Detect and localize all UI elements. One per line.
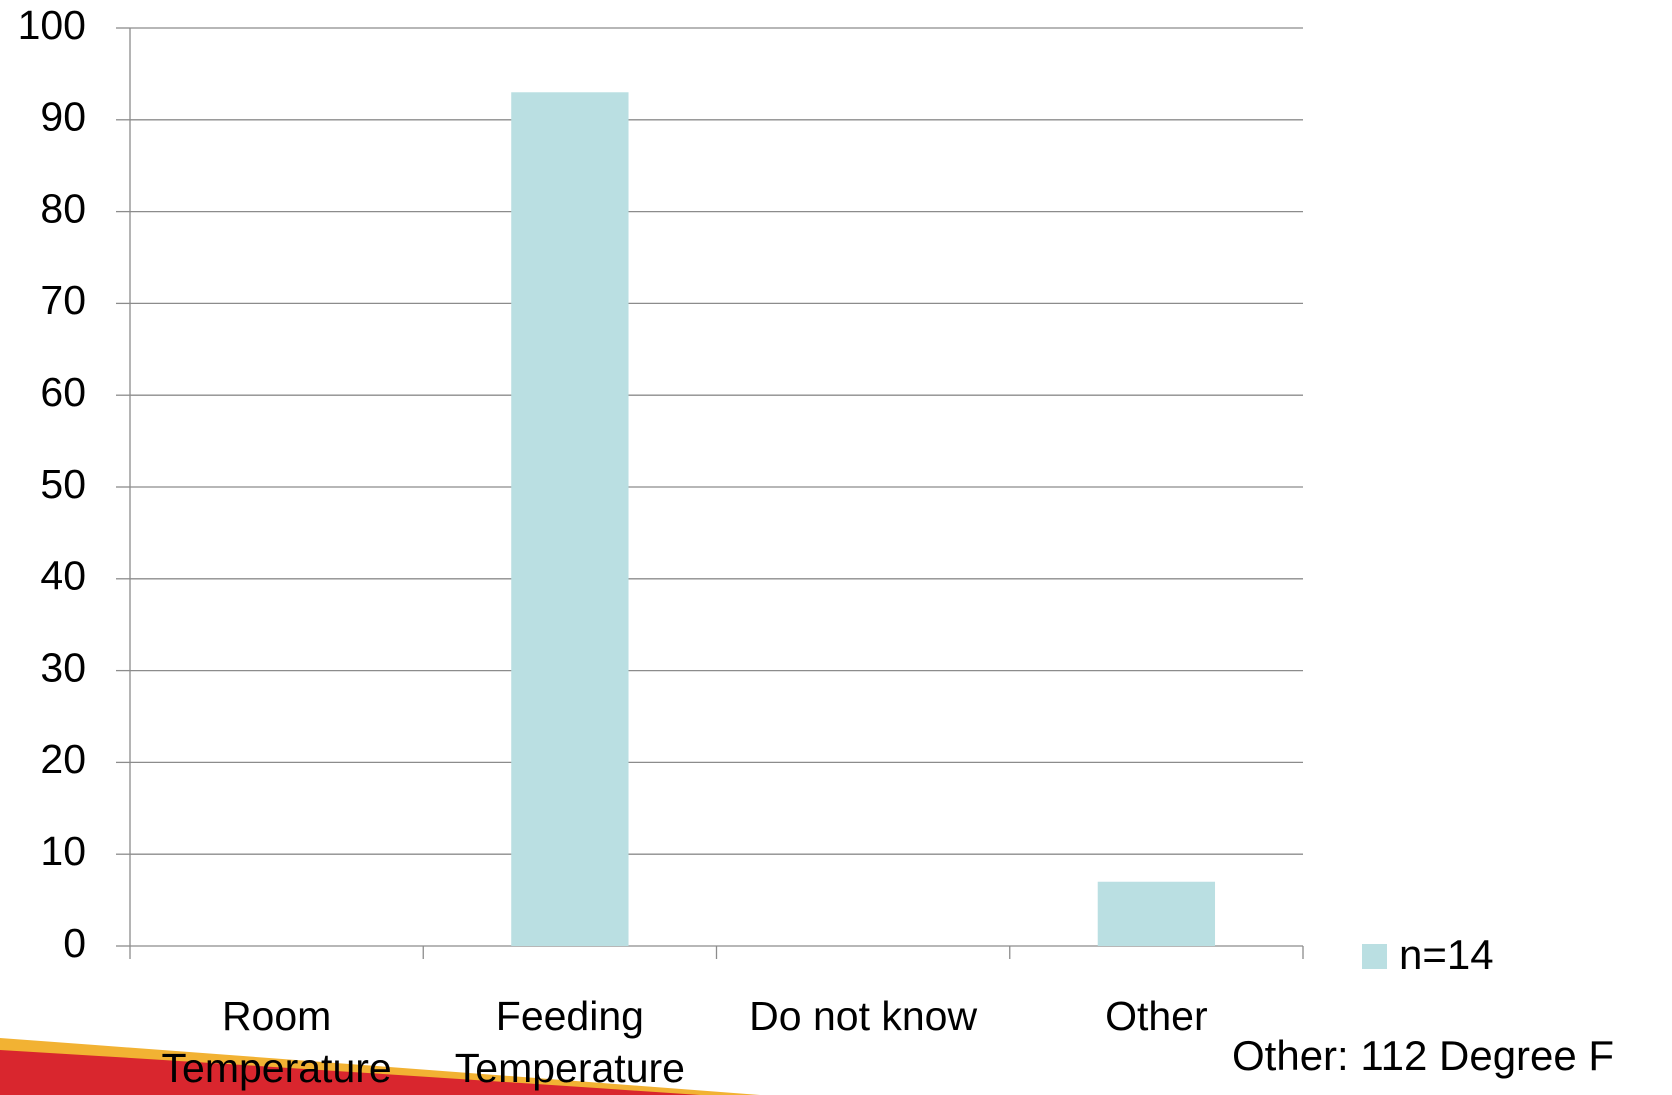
y-tick-label: 90 [40,94,86,140]
y-tick-label: 20 [40,736,86,782]
y-tick-label: 50 [40,461,86,507]
y-tick-label: 10 [40,828,86,874]
y-tick-label: 70 [40,277,86,323]
y-tick-label: 60 [40,369,86,415]
bar [511,92,629,946]
legend-swatch [1362,944,1387,969]
x-tick-label: Feeding Temperature [454,993,685,1091]
y-tick-label: 0 [63,920,86,966]
legend-label: n=14 [1399,931,1494,978]
y-tick-label: 30 [40,644,86,690]
x-tick-label: Do not know [749,993,978,1039]
y-tick-label: 40 [40,553,86,599]
annotation: Other: 112 Degree F [1232,1032,1614,1079]
x-tick-label: Room Temperature [161,993,392,1091]
decor-swoosh [0,1050,700,1095]
y-tick-label: 100 [18,2,86,48]
bar [1097,881,1216,946]
x-tick-label: Other [1105,993,1208,1039]
y-tick-label: 80 [40,185,86,231]
